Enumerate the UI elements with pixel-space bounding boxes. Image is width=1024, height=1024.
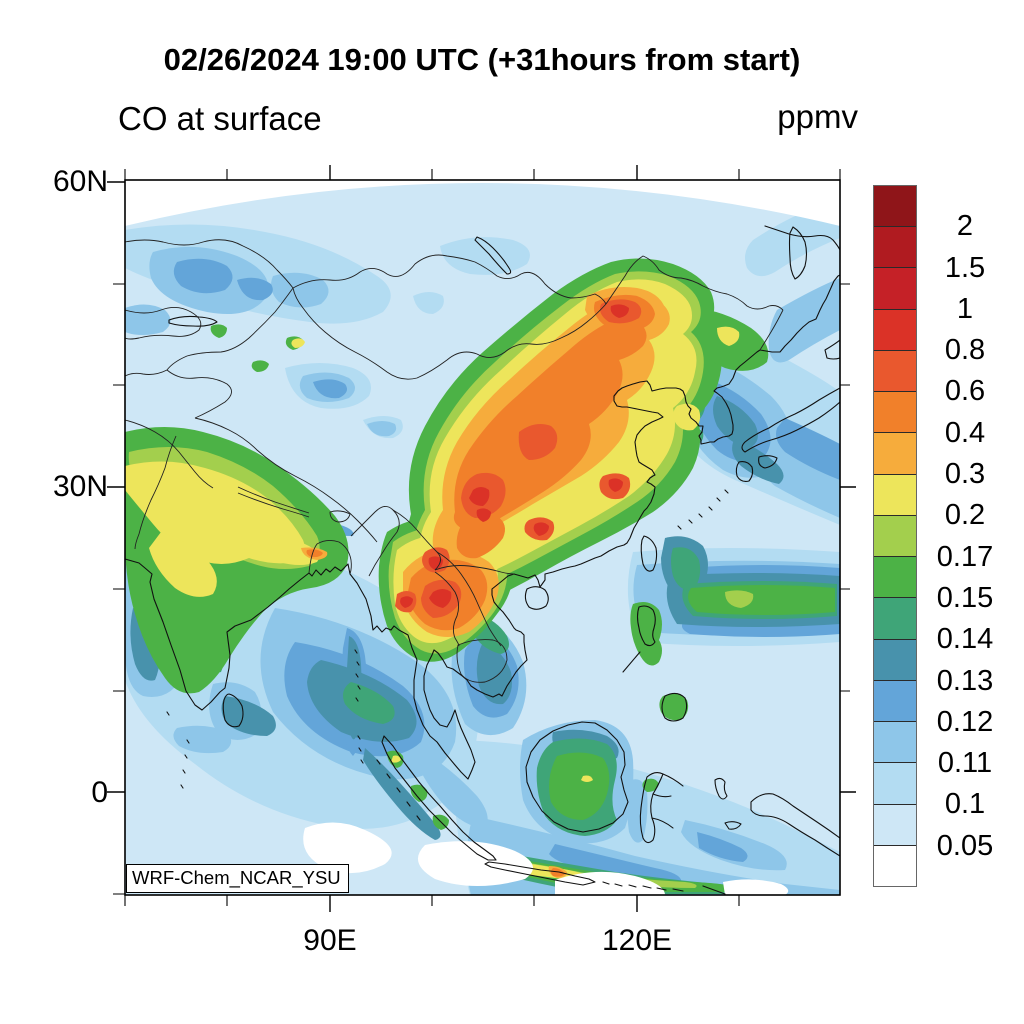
colorbar-segment bbox=[874, 267, 916, 309]
colorbar-segment bbox=[874, 597, 916, 639]
colorbar bbox=[873, 185, 917, 887]
colorbar-segment bbox=[874, 226, 916, 268]
colorbar-segment bbox=[874, 514, 916, 557]
plot-frame bbox=[124, 179, 841, 896]
colorbar-segment bbox=[874, 803, 916, 845]
units-label: ppmv bbox=[777, 98, 858, 135]
colorbar-tick-label: 0.13 bbox=[936, 664, 994, 697]
ytick-0: 0 bbox=[91, 776, 108, 809]
variable-label: CO at surface bbox=[118, 100, 322, 137]
colorbar-tick-label: 0.14 bbox=[936, 623, 994, 656]
xtick-90E: 90E bbox=[303, 924, 357, 957]
figure-title: 02/26/2024 19:00 UTC (+31hours from star… bbox=[163, 42, 801, 77]
xtick-120E: 120E bbox=[601, 924, 673, 957]
colorbar-tick-label: 0.05 bbox=[936, 829, 994, 862]
model-attribution: WRF-Chem_NCAR_YSU bbox=[126, 864, 349, 893]
colorbar-tick-label: 0.15 bbox=[936, 581, 994, 614]
colorbar-segment bbox=[874, 349, 916, 392]
colorbar-tick-label: 0.8 bbox=[944, 334, 986, 367]
colorbar-segment bbox=[874, 638, 916, 680]
colorbar-tick-label: 0.12 bbox=[936, 705, 994, 738]
colorbar-tick-label: 0.1 bbox=[944, 788, 986, 821]
colorbar-tick-label: 2 bbox=[956, 210, 974, 243]
colorbar-tick-label: 0.4 bbox=[944, 416, 986, 449]
colorbar-segment bbox=[874, 473, 916, 515]
colorbar-segment bbox=[874, 721, 916, 763]
colorbar-segment bbox=[874, 762, 916, 804]
colorbar-segment bbox=[874, 186, 916, 227]
colorbar-segment bbox=[874, 432, 916, 474]
colorbar-segment bbox=[874, 391, 916, 433]
colorbar-tick-label: 0.11 bbox=[937, 747, 993, 780]
colorbar-tick-label: 1.5 bbox=[944, 251, 986, 284]
colorbar-segment bbox=[874, 679, 916, 722]
colorbar-labels: 2 1.5 1 0.8 0.6 0.4 0.3 0.2 0.17 0.15 0.14 0.13 0.12… bbox=[922, 185, 1008, 887]
field-band-080 bbox=[400, 304, 629, 608]
country-borders bbox=[125, 239, 784, 683]
colorbar-tick-label: 0.2 bbox=[944, 499, 986, 532]
co-concentration-map bbox=[107, 165, 856, 912]
colorbar-tick-label: 0.6 bbox=[944, 375, 986, 408]
colorbar-segment bbox=[874, 844, 916, 886]
colorbar-tick-label: 0.3 bbox=[944, 458, 986, 491]
coastlines bbox=[125, 225, 840, 895]
ytick-30N: 30N bbox=[52, 470, 108, 503]
ytick-60N: 60N bbox=[52, 165, 108, 198]
colorbar-segment bbox=[874, 308, 916, 350]
colorbar-tick-label: 1 bbox=[956, 292, 974, 325]
axis-ticks bbox=[107, 165, 856, 912]
colorbar-segment bbox=[874, 556, 916, 598]
colorbar-tick-label: 0.17 bbox=[936, 540, 994, 573]
